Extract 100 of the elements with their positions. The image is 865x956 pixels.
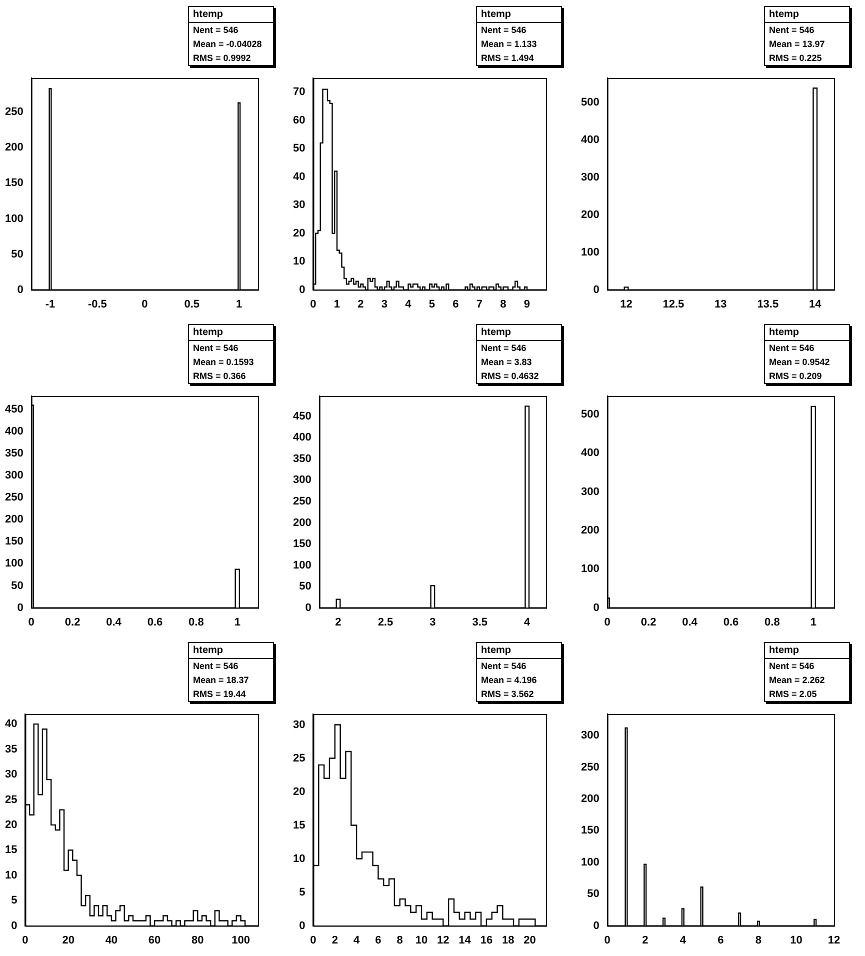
x-tick-label: 6 (718, 934, 724, 946)
y-tick-label: 500 (580, 96, 600, 109)
x-tick-label: 12 (437, 934, 450, 946)
x-tick-label: 80 (192, 934, 204, 946)
y-tick-label: 350 (4, 447, 24, 460)
text: Mean = 18.37 (192, 674, 250, 687)
y-tick-label: 15 (4, 844, 18, 856)
y-tick-label: 100 (580, 246, 600, 258)
y-tick-label: 350 (292, 452, 312, 465)
x-tick-label: 8 (755, 934, 762, 946)
x-tick-label: 0.2 (640, 616, 656, 628)
x-tick-label: 12 (828, 934, 840, 946)
y-tick-label: 400 (580, 134, 600, 146)
x-tick-label: 12 (620, 298, 632, 310)
y-tick-label: 0 (299, 284, 306, 296)
text: Mean = 3.83 (480, 356, 533, 369)
y-tick-label: 0 (593, 602, 600, 614)
y-tick-label: 20 (292, 786, 306, 798)
y-tick-label: 10 (292, 852, 306, 865)
y-tick-label: 10 (4, 869, 18, 882)
x-tick-label: 10 (415, 934, 428, 946)
x-tick-label: 3.5 (472, 616, 488, 628)
y-tick-label: 70 (292, 86, 306, 98)
x-tick-label: 5 (428, 298, 436, 310)
y-tick-label: 300 (4, 469, 24, 482)
text: Mean = 2.262 (768, 674, 826, 687)
x-tick-label: 60 (148, 934, 161, 946)
x-tick-label: 7 (476, 298, 483, 310)
y-tick-label: 50 (587, 888, 600, 900)
y-tick-label: 30 (292, 718, 306, 731)
x-tick-label: 13 (714, 298, 727, 310)
y-tick-label: 0 (17, 284, 24, 296)
x-tick-label: 100 (232, 934, 250, 946)
y-tick-label: 35 (4, 743, 18, 756)
y-tick-label: 5 (299, 886, 306, 898)
y-tick-label: 25 (292, 752, 306, 764)
x-tick-label: 3 (381, 298, 388, 310)
text: Mean = 4.196 (480, 674, 538, 687)
y-tick-label: 0 (593, 284, 600, 296)
x-tick-label: 3 (430, 616, 436, 628)
x-tick-label: 20 (524, 934, 536, 946)
x-tick-label: 0.5 (184, 298, 200, 310)
text: RMS = 0.225 (768, 52, 823, 65)
text: htemp (189, 643, 273, 659)
x-tick-label: 2 (335, 616, 342, 628)
x-tick-label: 2 (642, 934, 648, 946)
text: RMS = 0.4632 (480, 370, 540, 383)
y-tick-label: 400 (4, 425, 24, 438)
text: htemp (765, 7, 849, 23)
x-tick-label: 9 (524, 298, 530, 310)
text: htemp (765, 325, 849, 341)
x-tick-label: 14 (458, 934, 472, 946)
y-tick-label: 0 (11, 920, 18, 932)
x-tick-label: 4 (405, 298, 412, 310)
y-tick-label: 0 (593, 920, 600, 932)
x-tick-label: 2 (358, 298, 364, 310)
text: Nent = 546 (480, 24, 528, 37)
y-tick-label: 10 (292, 256, 306, 268)
text: Mean = 13.97 (768, 38, 826, 51)
text: RMS = 0.209 (768, 370, 823, 383)
text: Mean = 0.9542 (768, 356, 831, 369)
text: RMS = 2.05 (768, 688, 818, 701)
y-tick-label: 450 (292, 410, 312, 422)
y-tick-label: 50 (299, 580, 312, 593)
y-tick-label: 30 (4, 768, 18, 781)
x-tick-label: 0.4 (682, 616, 698, 628)
x-tick-label: 20 (62, 934, 74, 946)
y-tick-label: 200 (580, 208, 600, 221)
y-tick-label: 100 (580, 856, 600, 868)
text: Nent = 546 (192, 24, 240, 37)
text: RMS = 0.9992 (192, 52, 252, 65)
x-tick-label: 0.6 (147, 616, 163, 628)
y-tick-label: 60 (292, 114, 306, 126)
text: RMS = 3.562 (480, 688, 535, 701)
x-tick-label: 0.8 (188, 616, 204, 628)
y-tick-label: 300 (580, 172, 600, 184)
text: htemp (477, 7, 561, 23)
text: RMS = 1.494 (480, 52, 535, 65)
text: Nent = 546 (192, 660, 240, 673)
y-tick-label: 20 (292, 227, 306, 240)
text: Nent = 546 (480, 342, 528, 355)
text: RMS = 19.44 (192, 688, 247, 701)
x-tick-label: 13.5 (757, 298, 779, 310)
x-tick-label: 6 (375, 934, 382, 946)
x-tick-label: 6 (452, 298, 459, 310)
y-tick-label: 200 (4, 514, 24, 526)
x-tick-label: 14 (808, 298, 822, 310)
y-tick-label: 50 (11, 580, 24, 592)
x-tick-label: 0.2 (64, 616, 80, 628)
x-tick-label: 0 (28, 616, 34, 628)
x-tick-label: 2.5 (378, 616, 394, 628)
x-tick-label: 0.6 (723, 616, 739, 628)
text: htemp (189, 7, 273, 23)
x-tick-label: 1 (334, 298, 340, 310)
y-tick-label: 100 (292, 559, 312, 572)
y-tick-label: 500 (580, 408, 600, 421)
y-tick-label: 0 (305, 602, 312, 614)
x-tick-label: 18 (502, 934, 514, 946)
y-tick-label: 250 (4, 492, 24, 504)
x-tick-label: 4 (353, 934, 360, 946)
